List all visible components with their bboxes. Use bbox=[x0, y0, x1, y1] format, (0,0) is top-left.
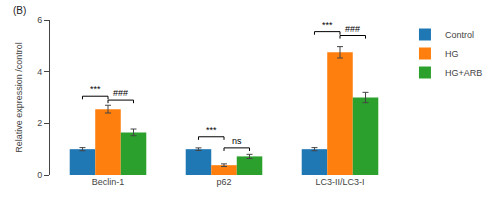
svg-text:p62: p62 bbox=[216, 177, 231, 187]
svg-text:***: *** bbox=[90, 84, 101, 94]
svg-text:HG+ARB: HG+ARB bbox=[445, 68, 482, 78]
svg-text:6: 6 bbox=[37, 15, 42, 25]
svg-text:LC3-II/LC3-I: LC3-II/LC3-I bbox=[315, 177, 364, 187]
svg-text:(B): (B) bbox=[13, 5, 26, 16]
svg-text:4: 4 bbox=[37, 67, 42, 77]
svg-text:Relative expression /control: Relative expression /control bbox=[14, 42, 24, 153]
svg-text:###: ### bbox=[345, 24, 360, 34]
svg-text:Beclin-1: Beclin-1 bbox=[92, 177, 125, 187]
svg-text:###: ### bbox=[113, 88, 128, 98]
svg-text:***: *** bbox=[322, 20, 333, 30]
svg-text:HG: HG bbox=[445, 49, 459, 59]
svg-text:2: 2 bbox=[37, 118, 42, 128]
svg-text:ns: ns bbox=[232, 136, 242, 146]
svg-text:***: *** bbox=[206, 125, 217, 135]
svg-text:0: 0 bbox=[37, 170, 42, 180]
svg-text:Control: Control bbox=[445, 30, 474, 40]
